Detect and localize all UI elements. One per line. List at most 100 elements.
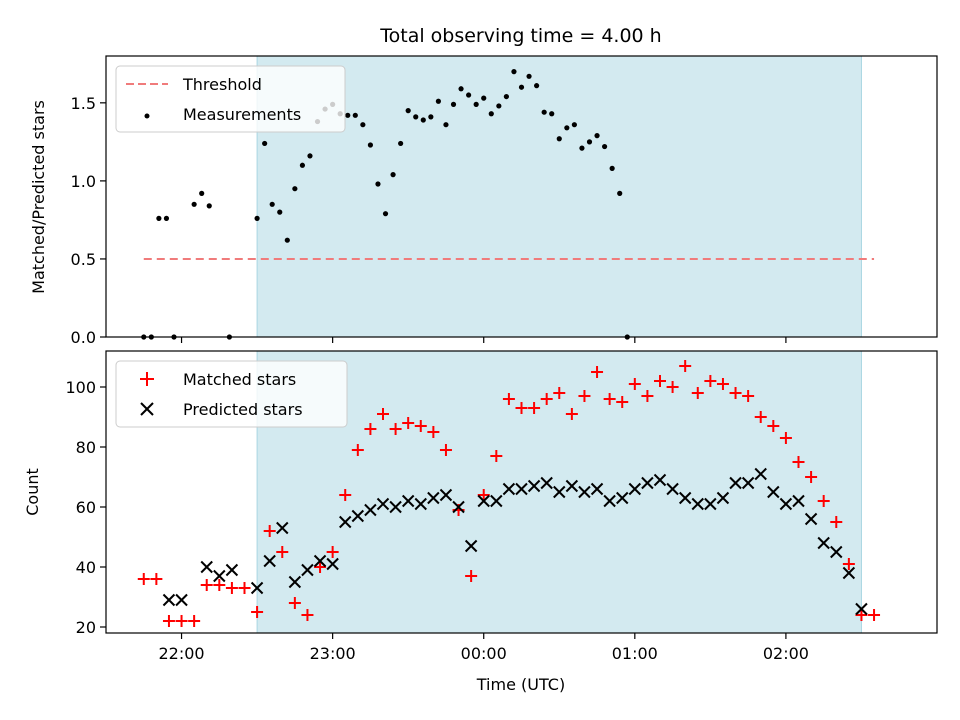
predicted-star-point (830, 545, 843, 559)
top-legend-box (115, 65, 346, 133)
measurement-point (609, 165, 615, 171)
measurement-point (488, 111, 494, 117)
matched-star-point (540, 393, 553, 405)
bottom-axes-frame (105, 350, 938, 634)
predicted-star-point (250, 581, 264, 595)
predicted-star-point (427, 491, 440, 505)
matched-star-point (666, 381, 679, 393)
measurement-point (292, 186, 298, 192)
matched-star-point (137, 573, 150, 585)
predicted-star-point (414, 497, 427, 511)
matched-star-point (842, 558, 855, 570)
matched-star-point (779, 432, 792, 444)
y-tick-label: 20 (76, 618, 96, 637)
bottom-legend-box (115, 360, 348, 428)
measurement-point (413, 114, 419, 120)
matched-star-point (364, 423, 377, 435)
measurement-point (518, 84, 525, 90)
predicted-star-point (603, 494, 616, 508)
bottom-x-ticks: 22:00 23:00 00:00 01:00 02:00 (158, 633, 809, 663)
measurement-point (556, 136, 562, 142)
bottom-legend: Matched stars Predicted stars (115, 360, 348, 428)
top-y-ticks: 0.0 0.5 1.0 1.5 (71, 94, 106, 347)
measurement-point (503, 93, 509, 100)
measurement-point (466, 92, 472, 98)
x-tick-label: 00:00 (461, 644, 507, 663)
measurement-point (352, 112, 358, 118)
measurement-point (367, 142, 374, 148)
matched-star-point (389, 423, 402, 435)
matched-star-point (162, 615, 175, 627)
predicted-star-point (276, 521, 289, 535)
matched-star-point (704, 375, 717, 387)
measurement-point (199, 190, 205, 196)
legend-threshold-label: Threshold (182, 75, 262, 94)
matched-star-point (351, 444, 364, 456)
predicted-star-point (767, 485, 780, 499)
matched-star-point (301, 609, 314, 621)
matched-star-point (339, 489, 352, 501)
matched-star-point (288, 597, 301, 609)
measurement-point (473, 101, 479, 107)
predicted-star-point (729, 476, 742, 490)
matched-star-point (830, 516, 843, 528)
predicted-star-point (301, 563, 314, 577)
measurement-point (428, 114, 434, 120)
legend-matched-label: Matched stars (183, 370, 296, 389)
predicted-star-point (779, 497, 793, 511)
measurement-point (262, 140, 268, 147)
measurement-point (163, 215, 170, 221)
predicted-star-point (842, 566, 856, 580)
matched-star-point (490, 450, 503, 462)
matched-star-point (792, 456, 805, 468)
predicted-star-point (464, 539, 478, 553)
predicted-star-point (855, 602, 868, 616)
x-tick-label: 22:00 (158, 644, 204, 663)
matched-star-point (679, 360, 692, 372)
predicted-star-point (628, 482, 642, 496)
predicted-star-point (389, 500, 402, 514)
legend-predicted-swatch (140, 402, 154, 416)
matched-star-point (817, 495, 830, 507)
measurement-point (420, 117, 426, 123)
predicted-star-point (590, 482, 604, 496)
measurement-point (541, 109, 547, 115)
measurement-point (534, 83, 540, 89)
y-tick-label: 100 (65, 378, 96, 397)
matched-star-point (565, 408, 578, 420)
matched-star-point (553, 387, 566, 399)
measurement-point (450, 101, 457, 107)
y-tick-label: 1.5 (71, 94, 96, 113)
legend-matched-swatch (140, 372, 154, 386)
predicted-star-point (754, 467, 767, 481)
matched-star-point (276, 546, 289, 558)
predicted-star-point (351, 509, 365, 523)
predicted-star-point (477, 494, 490, 508)
predicted-star-point (364, 503, 377, 517)
x-axis-label: Time (UTC) (476, 675, 565, 694)
measurement-point (602, 143, 608, 150)
x-tick-label: 02:00 (763, 644, 809, 663)
measurement-point (277, 209, 283, 215)
measurement-point (549, 111, 555, 117)
predicted-star-point (540, 476, 553, 490)
measurement-point (398, 140, 404, 147)
measurement-point (594, 133, 600, 139)
predicted-star-point (175, 593, 188, 607)
measurement-point (360, 122, 366, 128)
y-tick-label: 40 (76, 558, 96, 577)
matched-star-point (528, 402, 541, 414)
bottom-y-axis-label: Count (23, 468, 42, 516)
predicted-star-point (515, 482, 528, 496)
matched-star-point (641, 390, 654, 402)
predicted-star-point (716, 491, 730, 505)
matched-star-point (439, 444, 452, 456)
x-tick-label: 23:00 (310, 644, 356, 663)
matched-star-point (477, 489, 490, 501)
measurement-point (299, 162, 306, 168)
legend-predicted-label: Predicted stars (183, 400, 303, 419)
matched-star-point (578, 390, 591, 402)
measurement-point (405, 108, 411, 114)
matched-star-point (729, 387, 742, 399)
